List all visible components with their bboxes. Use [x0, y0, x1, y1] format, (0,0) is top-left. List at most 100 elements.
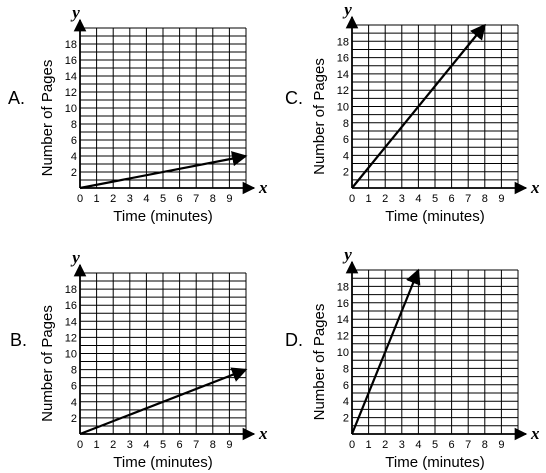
y-tick-label: 8 [343, 118, 349, 130]
y-tick-label: 14 [65, 316, 77, 328]
x-tick-label: 4 [143, 193, 149, 205]
x-tick-label: 1 [94, 193, 100, 205]
y-tick-label: 4 [71, 151, 77, 163]
y-tick-label: 6 [343, 380, 349, 392]
x-tick-label: 4 [415, 193, 421, 205]
y-tick-label: 6 [71, 135, 77, 147]
y-tick-label: 12 [337, 85, 349, 97]
x-variable-label: x [258, 178, 268, 197]
x-tick-label: 3 [127, 193, 133, 205]
x-tick-label: 5 [432, 439, 438, 451]
data-line [350, 268, 421, 435]
x-tick-label: 0 [77, 193, 83, 205]
option-label: A. [8, 88, 25, 108]
x-tick-label: 8 [210, 193, 216, 205]
x-tick-label: 2 [382, 439, 388, 451]
y-tick-label: 14 [337, 314, 349, 326]
y-tick-label: 16 [65, 300, 77, 312]
y-tick-label: 6 [343, 134, 349, 146]
y-tick-label: 16 [337, 298, 349, 310]
option-label: D. [285, 330, 303, 350]
x-axis-title: Time (minutes) [113, 208, 212, 225]
x-tick-label: 3 [127, 439, 133, 451]
x-axis-title: Time (minutes) [385, 208, 484, 225]
x-tick-label: 6 [449, 439, 455, 451]
x-tick-label: 9 [226, 193, 232, 205]
x-tick-label: 7 [465, 439, 471, 451]
x-tick-label: 8 [482, 439, 488, 451]
x-tick-label: 5 [432, 193, 438, 205]
x-tick-label: 8 [210, 439, 216, 451]
y-tick-label: 12 [65, 87, 77, 99]
y-tick-label: 4 [343, 150, 349, 162]
y-tick-label: 18 [65, 39, 77, 51]
option-label: C. [285, 88, 303, 108]
y-tick-label: 16 [337, 53, 349, 65]
x-tick-label: 7 [465, 193, 471, 205]
x-tick-label: 0 [77, 439, 83, 451]
y-tick-label: 16 [65, 55, 77, 67]
grid [80, 27, 247, 188]
x-tick-label: 9 [226, 439, 232, 451]
x-tick-label: 1 [366, 193, 372, 205]
x-variable-label: x [530, 178, 540, 197]
x-tick-label: 5 [160, 193, 166, 205]
x-tick-label: 7 [193, 439, 199, 451]
y-tick-label: 4 [343, 396, 349, 408]
y-tick-label: 2 [71, 413, 77, 425]
x-tick-label: 6 [177, 439, 183, 451]
data-line [79, 151, 248, 190]
x-tick-label: 5 [160, 439, 166, 451]
x-tick-label: 2 [110, 193, 116, 205]
y-tick-label: 2 [343, 167, 349, 179]
y-tick-label: 8 [343, 363, 349, 375]
y-tick-label: 8 [71, 365, 77, 377]
x-variable-label: x [530, 424, 540, 443]
y-variable-label: y [342, 0, 352, 19]
y-tick-label: 10 [65, 349, 77, 361]
y-tick-label: 18 [337, 36, 349, 48]
y-tick-label: 12 [337, 331, 349, 343]
x-tick-label: 1 [94, 439, 100, 451]
y-tick-label: 10 [65, 103, 77, 115]
y-variable-label: y [70, 248, 80, 267]
x-tick-label: 7 [193, 193, 199, 205]
y-axis-title: Number of Pages [39, 60, 56, 177]
y-tick-label: 12 [65, 332, 77, 344]
grid [80, 272, 247, 434]
x-axis-title: Time (minutes) [113, 454, 212, 471]
y-tick-label: 10 [337, 102, 349, 114]
x-tick-label: 4 [143, 439, 149, 451]
x-tick-label: 2 [382, 193, 388, 205]
x-tick-label: 4 [415, 439, 421, 451]
x-tick-label: 9 [498, 193, 504, 205]
x-tick-label: 9 [498, 439, 504, 451]
x-tick-label: 8 [482, 193, 488, 205]
grid [352, 269, 519, 434]
y-tick-label: 8 [71, 119, 77, 131]
y-tick-label: 4 [71, 397, 77, 409]
x-tick-label: 3 [399, 193, 405, 205]
y-tick-label: 2 [343, 413, 349, 425]
x-tick-label: 6 [177, 193, 183, 205]
y-tick-label: 10 [337, 347, 349, 359]
y-axis-title: Number of Pages [39, 305, 56, 422]
data-line [79, 367, 248, 436]
y-axis-title: Number of Pages [311, 58, 328, 175]
option-label: B. [10, 330, 27, 350]
y-variable-label: y [342, 245, 352, 264]
x-tick-label: 0 [349, 193, 355, 205]
grid [352, 24, 519, 188]
y-tick-label: 18 [65, 284, 77, 296]
y-tick-label: 14 [65, 71, 77, 83]
x-tick-label: 1 [366, 439, 372, 451]
data-line [351, 23, 486, 189]
y-tick-label: 6 [71, 381, 77, 393]
y-tick-label: 14 [337, 69, 349, 81]
x-variable-label: x [258, 424, 268, 443]
